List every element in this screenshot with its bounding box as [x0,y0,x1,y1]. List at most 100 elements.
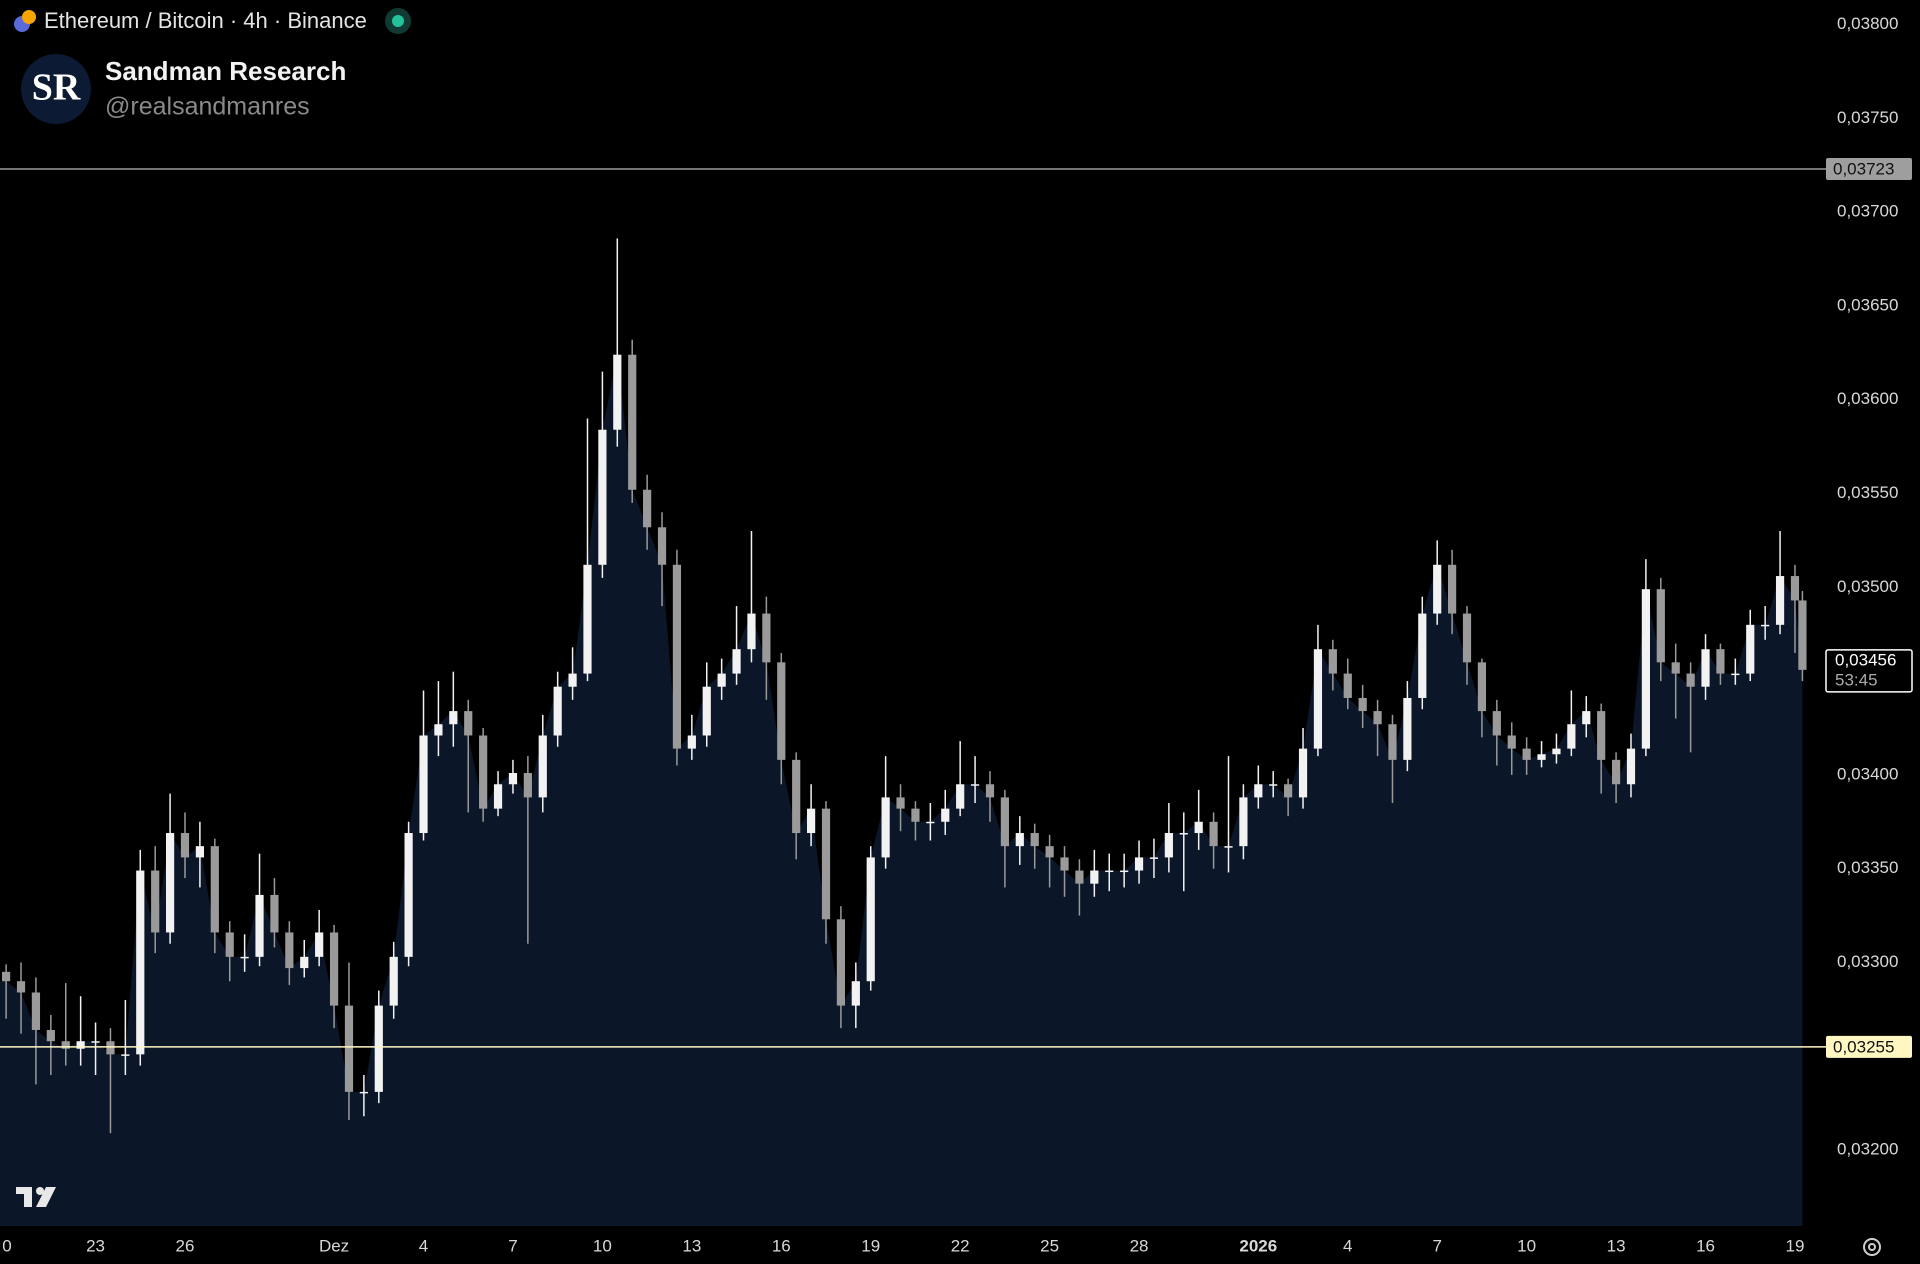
candle-body [1373,711,1382,725]
candle-body [568,673,577,687]
candle-body [1582,711,1591,725]
y-tick-label: 0,03300 [1837,952,1898,971]
candle-body [1790,576,1800,601]
candle-body [583,564,592,674]
x-tick-label: 4 [419,1236,428,1255]
price-line-label: 0,03255 [1833,1037,1894,1056]
last-price-box [1825,649,1913,693]
candle-body [896,797,905,809]
x-tick-label: 23 [86,1236,105,1255]
candle-body [493,784,503,809]
candle-body [270,894,279,933]
candle-body [91,1041,100,1043]
x-tick-label: 0 [2,1236,11,1255]
candle-body [61,1041,70,1049]
y-tick-label: 0,03800 [1837,14,1898,33]
candle-body [553,686,562,736]
candle-body [180,833,190,858]
candle-body [821,808,831,920]
candle-body [911,808,920,822]
candle-body [851,981,860,1006]
candle-body [1656,589,1665,663]
x-tick-label: 13 [682,1236,701,1255]
candle-body [31,992,41,1030]
candle-body [1149,857,1159,859]
candle-body [1060,857,1069,871]
candle-body [613,354,622,430]
candle-body [76,1041,85,1049]
x-tick-label: 13 [1607,1236,1626,1255]
candle-body [1239,797,1248,847]
candle-body [836,919,846,1006]
candle-body [657,527,667,565]
settings-gear-center [1868,1243,1876,1251]
candle-body [434,724,443,736]
price-area [0,354,1803,1227]
candle-body [479,735,488,809]
candle-body [1775,576,1785,625]
candle-body [1269,784,1278,786]
bar-countdown: 53:45 [1835,670,1878,689]
settings-icon[interactable] [1863,1238,1881,1256]
candle-body [1448,564,1457,614]
candle-body [1686,673,1695,687]
candle-body [792,759,801,834]
candle-body [1567,724,1576,749]
price-line-label-box [1826,1035,1912,1058]
author-name: Sandman Research [105,56,346,86]
candle-body [136,870,145,1055]
candle-body [1105,870,1114,873]
status-dot [392,15,404,27]
candle-body [1194,821,1203,834]
candle-body [538,735,547,798]
candle-body [941,808,950,822]
x-tick-label: 19 [1786,1236,1805,1255]
candle-body [702,686,711,736]
candle-body [1761,624,1770,627]
x-tick-label: 22 [951,1236,970,1255]
author-handle: @realsandmanres [105,93,310,121]
candle-body [1403,697,1412,760]
candle-body [598,429,607,565]
logo-part [24,1187,32,1207]
candle-body [1254,784,1263,798]
btc-icon [22,10,36,24]
candle-body [1358,697,1367,712]
x-tick-label: 10 [1517,1236,1536,1255]
candle-body [1522,748,1531,760]
y-tick-label: 0,03200 [1837,1140,1898,1159]
candle-body [1433,564,1442,614]
candle-body [1179,833,1188,835]
candle-body [732,649,741,674]
candle-body [16,981,26,993]
y-tick-label: 0,03600 [1837,389,1898,408]
candle-body [106,1041,115,1055]
settings-gear[interactable] [1863,1238,1881,1256]
y-tick-label: 0,03550 [1837,483,1898,502]
candle-body [2,971,11,982]
candle-body [628,354,637,490]
candle-body [1507,735,1516,749]
y-tick-label: 0,03400 [1837,764,1898,783]
candle-body [1597,711,1606,760]
candle-body [1120,870,1129,873]
candle-body [344,1005,354,1092]
candle-body [195,846,205,858]
y-tick-label: 0,03500 [1837,577,1898,596]
x-tick-label: 19 [861,1236,880,1255]
candle-body [1701,649,1710,687]
candle-body [1611,759,1621,785]
x-tick-label: 4 [1343,1236,1352,1255]
candle-body [523,773,532,798]
tradingview-logo [16,1187,56,1207]
candle-body [643,489,652,528]
candle-body [151,870,160,933]
author-logo-text: SR [32,67,81,109]
candle-body [806,808,816,834]
candle-body [926,821,935,824]
candle-body [1000,797,1009,847]
candle-body [1798,600,1807,670]
candle-body [1418,613,1427,698]
candle-body [449,711,458,725]
